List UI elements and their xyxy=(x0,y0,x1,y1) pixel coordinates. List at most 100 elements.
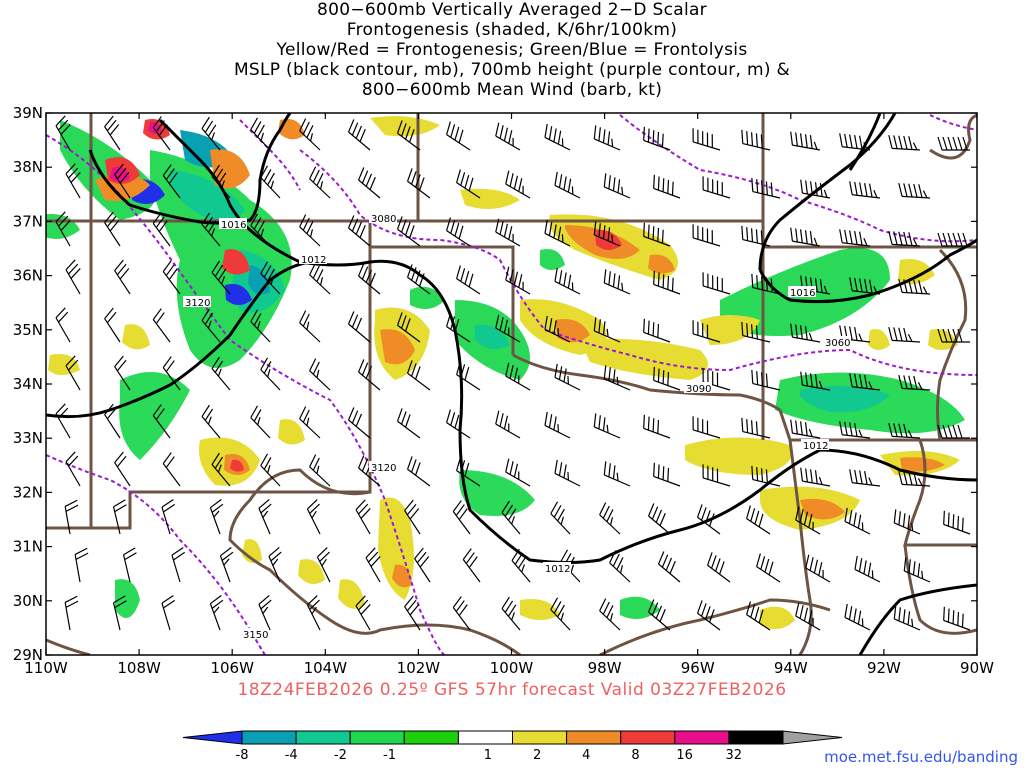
colorbar-segment xyxy=(512,730,568,745)
wind-barb xyxy=(162,356,181,391)
wind-barb xyxy=(152,116,171,151)
wind-barb xyxy=(65,451,81,487)
height-label: 3060 xyxy=(825,338,850,349)
wind-barb xyxy=(844,603,871,631)
wind-barb xyxy=(653,366,681,391)
wind-barb xyxy=(396,312,421,343)
wind-barb xyxy=(706,552,731,583)
wind-barb xyxy=(544,219,571,247)
lon-tick-label: 104W xyxy=(304,659,348,677)
colorbar-label: 32 xyxy=(726,748,743,763)
wind-barb xyxy=(406,168,431,199)
wind-barb xyxy=(452,500,471,535)
wind-barb xyxy=(452,596,471,631)
colorbar-segment xyxy=(782,730,843,745)
wind-barb xyxy=(446,217,471,247)
colorbar-label: 4 xyxy=(582,748,590,763)
wind-barb xyxy=(456,361,481,391)
wind-barb xyxy=(114,259,131,295)
wind-barb xyxy=(741,129,771,151)
wind-barb xyxy=(800,467,831,487)
source-credit[interactable]: moe.met.fsu.edu/banding xyxy=(824,748,1018,766)
wind-barb xyxy=(316,547,331,583)
wind-barb xyxy=(250,213,271,247)
wind-barb xyxy=(260,453,281,487)
lat-tick-label: 37N xyxy=(13,212,43,230)
wind-barb xyxy=(741,321,771,343)
wind-barb xyxy=(162,452,181,487)
colorbar-segment xyxy=(241,730,297,745)
wind-barb xyxy=(104,403,121,439)
wind-barb xyxy=(495,410,521,439)
wind-barb xyxy=(554,459,581,487)
wind-barb xyxy=(357,359,381,391)
wind-barb xyxy=(943,510,971,535)
height-label: 3120 xyxy=(371,463,396,474)
wind-barb xyxy=(299,406,321,439)
wind-barb xyxy=(599,598,621,631)
wind-barb xyxy=(903,557,931,583)
lon-tick-label: 94W xyxy=(774,659,808,677)
wind-barb xyxy=(161,499,176,535)
wind-barb xyxy=(854,555,881,583)
wind-barb xyxy=(501,596,521,631)
mslp-label: 1012 xyxy=(545,564,570,575)
wind-barb xyxy=(603,365,631,391)
wind-barb xyxy=(456,169,481,199)
wind-barb xyxy=(593,221,621,247)
wind-barb xyxy=(888,135,921,151)
wind-barb xyxy=(839,133,871,151)
lon-tick-label: 102W xyxy=(397,659,441,677)
wind-barb xyxy=(357,167,381,199)
wind-barb xyxy=(211,260,231,295)
wind-barb xyxy=(603,461,631,487)
lat-tick-label: 29N xyxy=(13,646,43,664)
wind-barb xyxy=(898,279,931,295)
wind-barb xyxy=(414,547,431,583)
wind-barb xyxy=(746,601,771,631)
colorbar-label: 8 xyxy=(631,748,639,763)
wind-barb xyxy=(839,229,871,247)
wind-barb xyxy=(888,423,921,439)
wind-barb xyxy=(260,165,281,199)
colorbar-segment xyxy=(620,730,676,745)
wind-barb xyxy=(55,211,71,247)
wind-barb xyxy=(201,308,221,343)
wind-barb xyxy=(505,362,531,391)
lat-tick-label: 32N xyxy=(13,483,43,501)
wind-barb xyxy=(152,404,171,439)
wind-barb xyxy=(112,499,127,535)
lat-tick-label: 36N xyxy=(13,267,43,285)
wind-barb xyxy=(795,602,821,631)
wind-barb xyxy=(505,170,531,199)
wind-barb xyxy=(211,164,231,199)
wind-barb xyxy=(64,595,79,631)
forecast-valid-time: 18Z24FEB2026 0.25º GFS 57hr forecast Val… xyxy=(237,680,787,700)
wind-barb xyxy=(692,320,721,343)
wind-barb xyxy=(741,417,771,439)
wind-barbs xyxy=(55,115,971,631)
wind-barb xyxy=(462,548,481,583)
wind-barb xyxy=(603,173,631,199)
lon-tick-label: 98W xyxy=(588,659,622,677)
wind-barb xyxy=(211,356,231,391)
wind-barb xyxy=(599,502,621,535)
wind-barb xyxy=(647,503,671,535)
wind-barb xyxy=(544,411,571,439)
colorbar-segment xyxy=(566,730,622,745)
wind-barb xyxy=(790,419,821,439)
wind-barb xyxy=(795,506,821,535)
wind-barb xyxy=(65,163,81,199)
wind-barb xyxy=(309,262,331,295)
wind-barb xyxy=(456,457,481,487)
wind-barb xyxy=(446,121,471,151)
wind-barb xyxy=(937,136,970,151)
wind-barb xyxy=(692,224,721,247)
wind-barb xyxy=(554,363,581,391)
wind-barb xyxy=(299,118,321,151)
wind-barb xyxy=(495,122,521,151)
lat-tick-label: 31N xyxy=(13,538,43,556)
wind-barb xyxy=(751,177,781,199)
colorbar-segment xyxy=(457,730,513,745)
wind-barb xyxy=(104,307,121,343)
